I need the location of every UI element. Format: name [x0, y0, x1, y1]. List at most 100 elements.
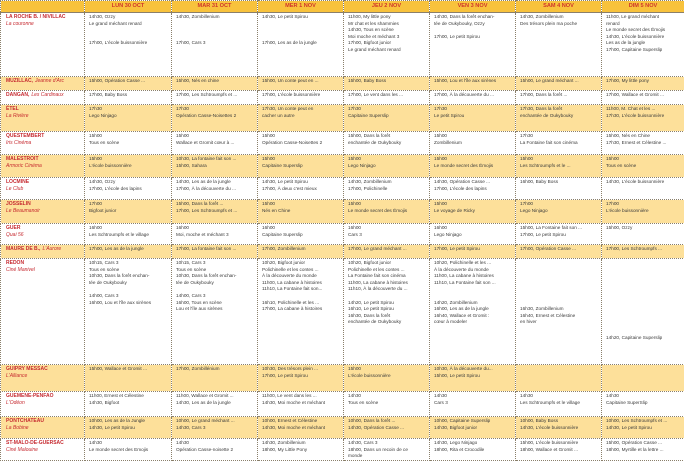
showtime-entry: Capitaine Superslip [262, 231, 303, 237]
showtime-cell: 14h30, Lego Ninjago 18h00, Rita et Crocod… [429, 438, 516, 461]
showtime-cell: 15h00 Le voyage de Ricky [429, 199, 516, 224]
venue-cell: GUER Quai 56 [0, 223, 85, 245]
cinema-name: Les Cardinaux [31, 92, 64, 98]
showtime-entry: L'école buissonnière [89, 162, 132, 168]
showtime-entry: 15h00 [348, 201, 362, 206]
showtime-entry: Le monde secret des Émojis [348, 207, 408, 213]
showtime-entry: 14h30, Lego Ninjago [434, 440, 478, 445]
showtime-cell: 11h00, Le grand méchant renard Le monde se… [601, 12, 684, 77]
showtime-entry: 14h30 [348, 393, 362, 398]
showtime-entry: 17h00, À la découverte du ... [176, 185, 236, 191]
showtime-cell: 14h20, Capitaine Superslip [601, 258, 684, 365]
showtime-entry: 16h10, Le petit Spirou [348, 306, 394, 312]
showtime-entry: Wallace et Gromit cœur à ... [176, 139, 235, 145]
showtime-entry: 17h00, À la découverte du ... [434, 92, 494, 97]
showtime-entry: 17h30 [176, 106, 190, 111]
showtime-entry: Le petit Spirou [434, 112, 465, 118]
venue-cell: MUZILLAC, Jeanne d'Arc [0, 76, 85, 91]
showtime-entry: 17h00, Le petit Spirou [262, 372, 308, 378]
venue-row: JOSSELIN Le Beaumanoir 17h00 Bigfoot junior… [0, 199, 684, 224]
showtime-cell: 10h20, Polichinelle et les ... À la décou… [429, 258, 516, 365]
showtime-entry: Capitaine Superslip [348, 112, 389, 118]
showtime-entry: 15h00, La Fontaine fait son ... [520, 225, 583, 230]
cinema-name: La Bobine [6, 424, 29, 431]
showtime-entry: 10h00, Baby Boss [520, 418, 559, 423]
showtime-entry: 15h00, Opération Casse ... [89, 78, 146, 83]
showtime-entry: Lou et l'île aux sirènes [176, 306, 223, 312]
venue-name: LA ROCHE B. / NIVILLAC [6, 14, 66, 20]
showtime-entry: 16h00 [434, 225, 448, 230]
showtime-entry: 16h30, Zombillenium [520, 306, 564, 312]
showtime-cell: 17h00, Le petit Spirou [429, 244, 516, 259]
showtime-cell: 14h30, Le petit Spirou 17h00, À deux c'es… [257, 177, 344, 200]
showtime-entry: 14h30, Cars 3 [176, 424, 206, 430]
showtime-entry: 15h00, Wallace et Gromit ... [89, 366, 147, 371]
showtime-entry: 11h00, Ernest et Célestine [89, 393, 144, 398]
showtime-entry: L'école buissonnière [606, 207, 649, 213]
showtime-cell: 15h00 L'école buissonnière [343, 364, 430, 392]
venue-row: ST-MALO-DE-GUERSAC Ciné Malouine 14h30 Le m… [0, 438, 684, 461]
venue-name: MALESTROIT [6, 156, 39, 162]
showtime-entry: À la découverte du monde [262, 273, 317, 279]
showtime-entry: 17h30, L'école buissonnière [606, 112, 665, 118]
showtime-cell: 10h20, Bigfoot junior Polichinelle et les… [257, 258, 344, 365]
showtime-cell: 14h30, Zombillenium 17h00, Cars 3 [171, 12, 258, 77]
showtime-entry: 10h00, Dans la forêt ... [348, 418, 396, 423]
venue-row: GUER Quai 56 16h00 Les Schtroumpfs et le vi… [0, 223, 684, 245]
showtime-entry: 14h30 [520, 393, 534, 398]
showtime-cell: 15h00 Zombillenium [429, 131, 516, 155]
showtime-entry: 14h30, Zombillenium [520, 14, 564, 19]
showtime-entry: 10h30, La fontaine fait son ... [176, 156, 237, 161]
showtime-entry [89, 34, 168, 41]
showtime-entry: 15h00, Baby Boss [348, 78, 387, 83]
showtime-cell: 14h30, Zombillenium 18h00, My Little Pony [257, 438, 344, 461]
showtime-entry: 15h00 [89, 156, 103, 161]
showtime-cell: 17h00, À la découverte du ... [429, 90, 516, 105]
showtime-cell: 17h30 Capitaine Superslip [343, 104, 430, 132]
venue-row: GUIPRY MESSAC L'Alliance 15h00, Wallace et… [0, 364, 684, 392]
showtime-cell: 15h00, Nés en Chine 17h30, Ernest et Céle… [601, 131, 684, 155]
showtime-cell: 16h00 Lego Ninjago [429, 223, 516, 245]
showtime-entry: 14h30, Les as de la jungle [176, 179, 231, 184]
showtime-entry: 15h00, Nés en chine [176, 78, 220, 83]
showtime-entry: 15h00 [262, 201, 276, 206]
cinema-name: Iris Cinéma [6, 139, 32, 146]
showtime-cell: 15h00, La Fontaine fait son ... 17h00, Le… [515, 223, 602, 245]
showtime-entry: 17h00, La cabane à histoires [262, 306, 323, 312]
showtime-entry: 14h20, Le petit Spirou [348, 299, 394, 305]
showtime-entry: 16h30, Dans la forêt [348, 312, 391, 318]
showtime-entry: Lego Ninjago [434, 231, 462, 237]
showtime-entry: Les Schtroumpfs et le ... [520, 162, 571, 168]
showtime-entry: 17h00, Les Schtroumpfs et ... [176, 92, 238, 97]
showtime-cell: 15h00, Wallace et Gromit ... [84, 364, 172, 392]
showtime-entry: 18h00, Myrtille et la lettre ... [606, 446, 664, 452]
showtime-entry: 17h30, Un conte peut en [262, 106, 314, 111]
showtime-cell: 14h30 Capitaine SuperSlip [601, 391, 684, 417]
showtime-cell: 10h00, Capitaine Superslip 14h30, Bigfoot… [429, 416, 516, 439]
showtime-cell: 15h00 Opération Casse-Noisettes 2 [257, 131, 344, 155]
showtime-entry: 17h00, Le petit Spirou [520, 231, 566, 237]
showtime-entry [262, 34, 340, 41]
showtime-entry: 17h00, Les as de la jungle [89, 246, 144, 251]
corner-cell [0, 0, 85, 13]
cinema-name: Jeanne d'Arc [34, 78, 64, 84]
showtime-cell: 17h30 Le petit Spirou [429, 104, 516, 132]
showtime-entry: 16h40, Ernest et Célestine [520, 312, 576, 318]
showtime-entry: Lego Ninjago [89, 112, 117, 118]
showtime-cell: 14h30 Opération Casse-noisette 2 [171, 438, 258, 461]
venue-name: GUER [6, 225, 21, 231]
showtime-cell: 15h00 Le monde secret des Émojis [429, 154, 516, 178]
showtime-cell: 15h00, Nés en chine [171, 76, 258, 91]
showtime-cell: 14h30 Cars 3 [429, 391, 516, 417]
showtime-cell: 17h00, Baby Boss [84, 90, 172, 105]
showtime-entry: 15h00, Opération Casse ... [606, 440, 663, 445]
showtime-cell: 15h00 Tous en scène [601, 154, 684, 178]
showtime-entry: 11h00, M. Chat et les ... [606, 106, 656, 111]
showtime-entry [520, 300, 598, 307]
showtime-entry: enchantée de Oukybouky [348, 139, 402, 145]
showtime-entry: Le voyage de Ricky [434, 207, 475, 213]
showtime-cell: 15h00, Dans la forêt enchantée de Oukybou… [343, 131, 430, 155]
showtime-entry: 17h00, Baby Boss [89, 92, 128, 97]
cinema-name: Le Beaumanoir [6, 207, 40, 214]
showtime-cell: 10h00, Les as de la Jungle 14h30, Le peti… [84, 416, 172, 439]
